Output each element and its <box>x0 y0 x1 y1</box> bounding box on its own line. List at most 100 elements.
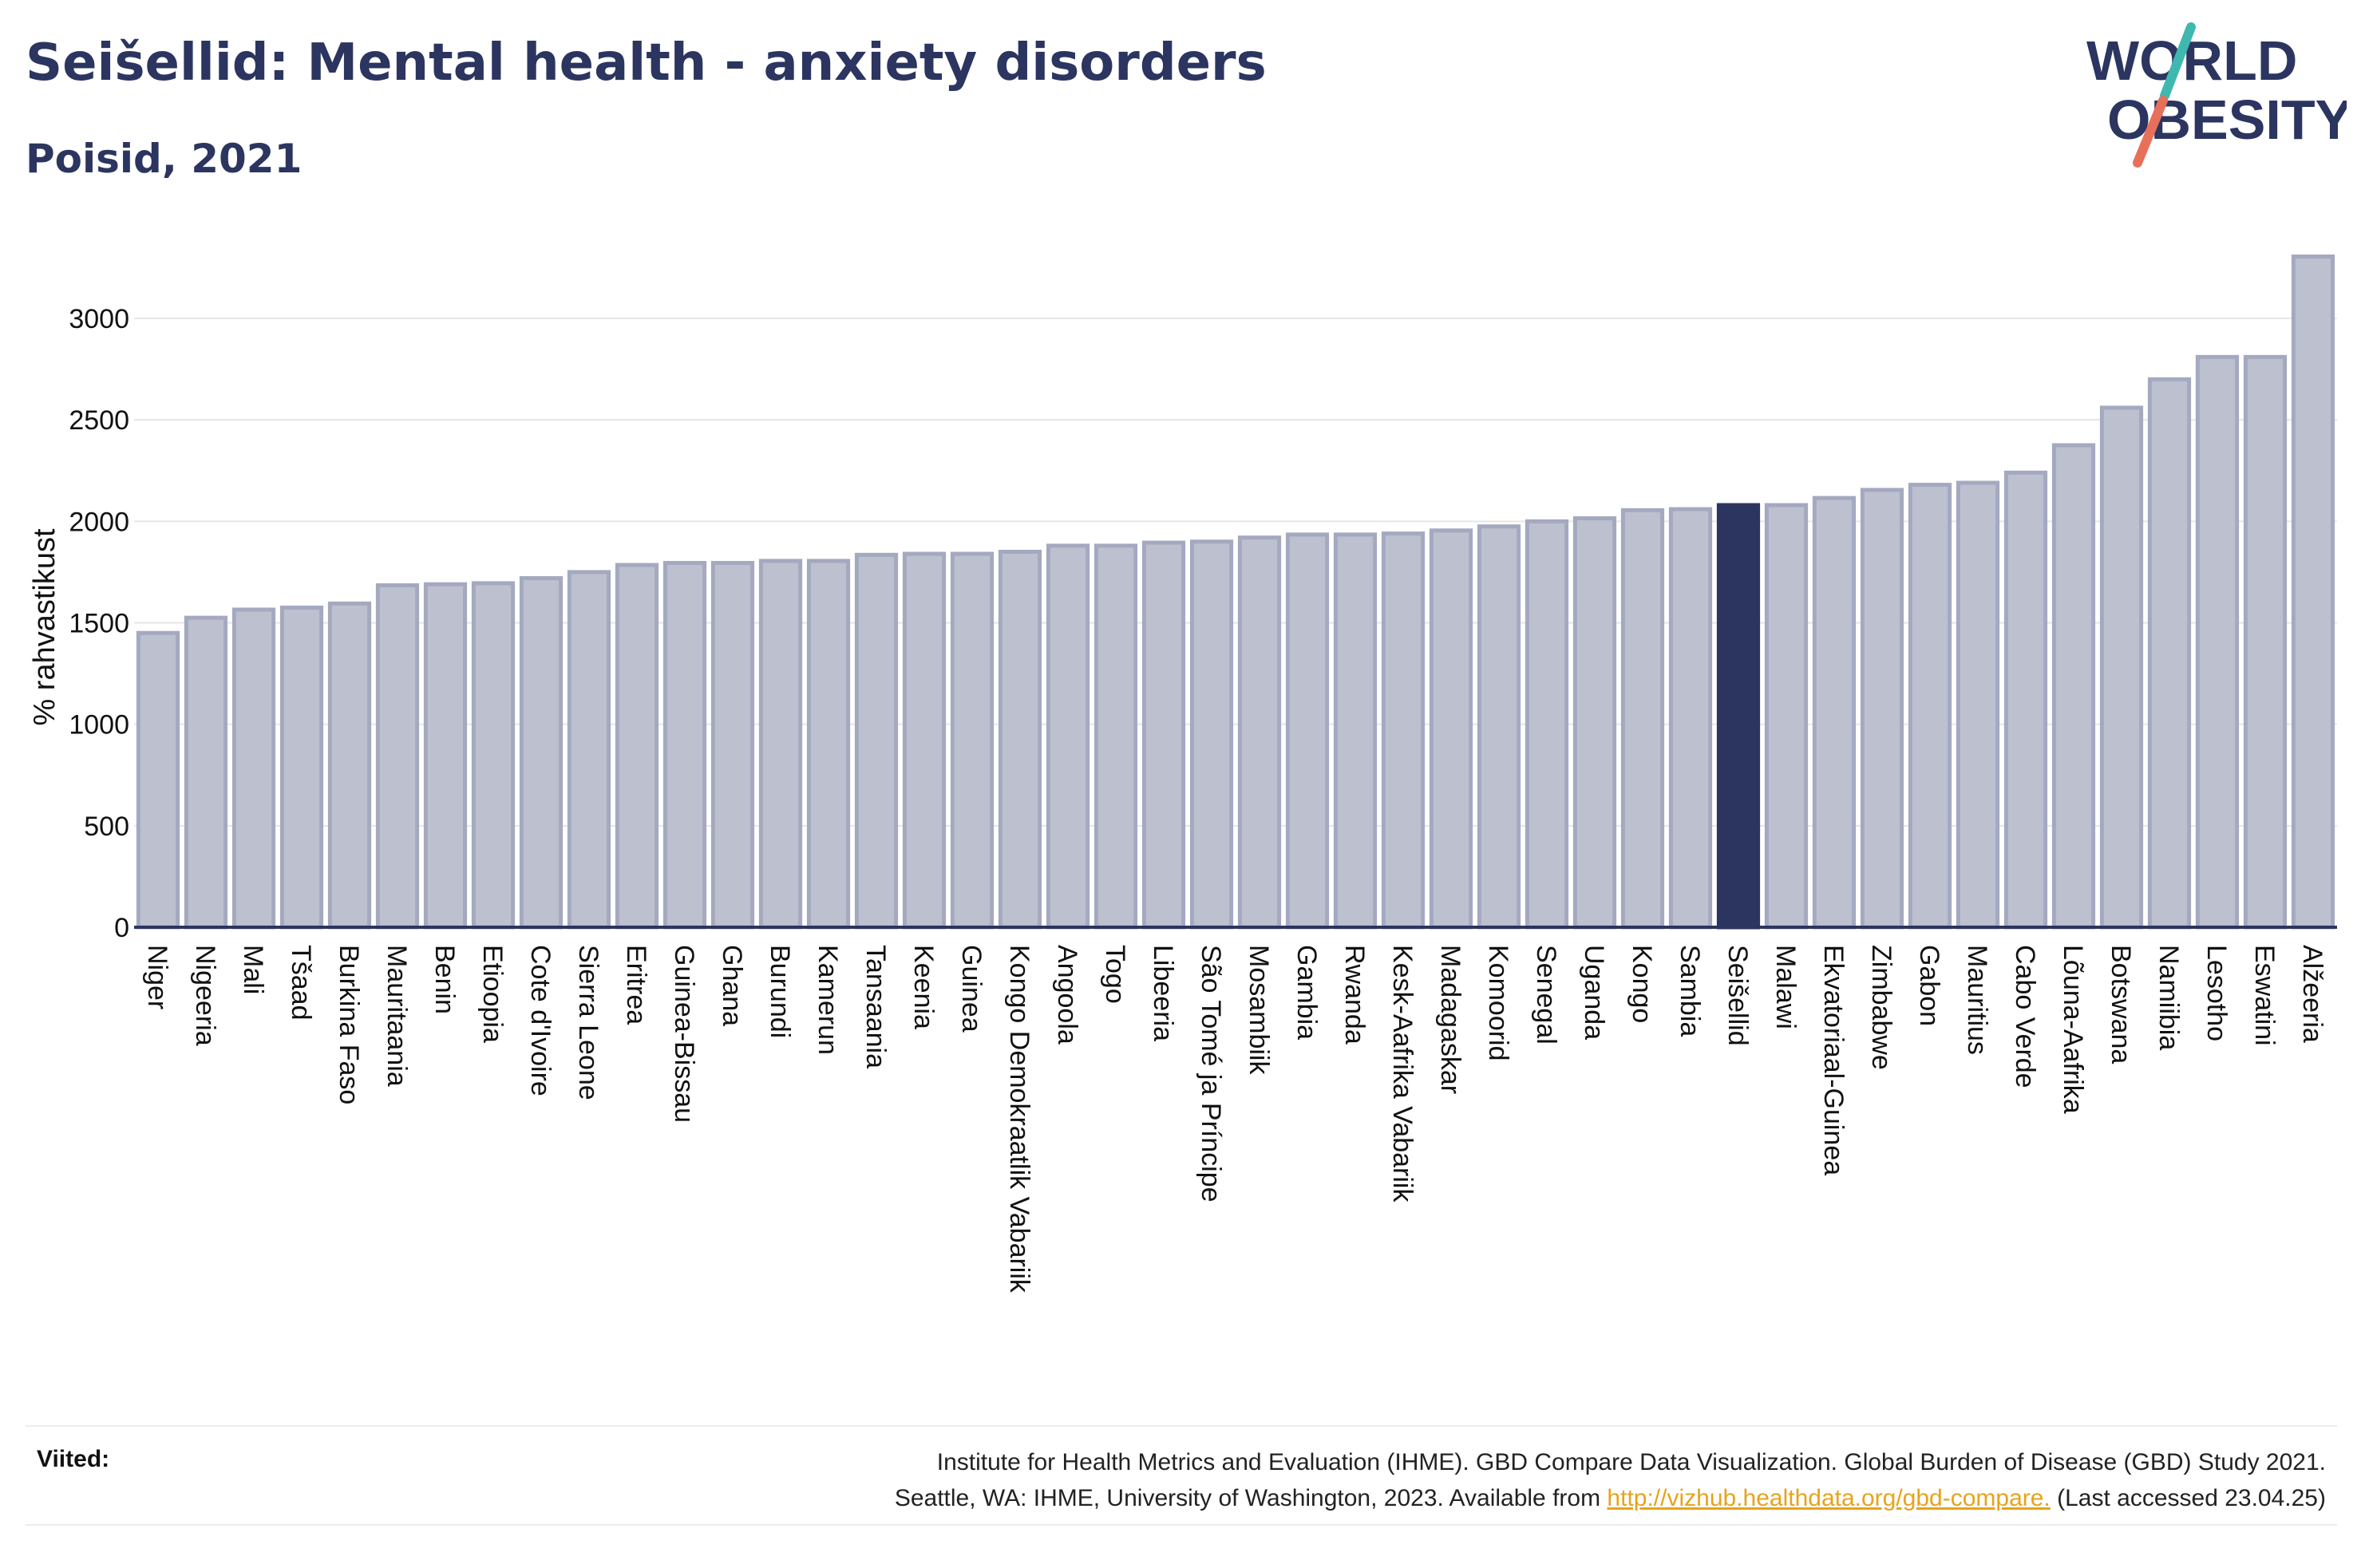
bar <box>998 549 1042 930</box>
bar <box>1525 519 1569 930</box>
x-tick-label: Togo <box>1100 945 1130 1004</box>
x-tick-label: Senegal <box>1531 945 1561 1045</box>
bar <box>1477 524 1521 930</box>
bar <box>2051 443 2096 930</box>
bar <box>375 583 420 930</box>
x-tick-label: Nigeeria <box>190 945 220 1046</box>
bar <box>2195 354 2240 930</box>
x-tick-label: Etioopia <box>477 945 508 1043</box>
sources-line-2-prefix: Seattle, WA: IHME, University of Washing… <box>894 1485 1608 1511</box>
footer-divider-bottom <box>26 1524 2337 1526</box>
bar <box>567 570 611 930</box>
bar <box>1141 540 1186 930</box>
x-tick-label: Kamerun <box>813 945 843 1055</box>
x-tick-label: Mosambiik <box>1244 945 1274 1075</box>
bar <box>184 615 228 930</box>
bar <box>902 551 947 930</box>
x-tick-label: Guinea <box>956 945 987 1033</box>
x-tick-label: Gabon <box>1914 945 1944 1026</box>
sources-line-2: Seattle, WA: IHME, University of Washing… <box>570 1480 2326 1516</box>
sources-text: Institute for Health Metrics and Evaluat… <box>570 1444 2326 1516</box>
x-tick-label: Libeeria <box>1148 945 1178 1041</box>
x-tick-label: Keenia <box>908 945 939 1029</box>
bar <box>231 607 276 930</box>
x-tick-label: Botswana <box>2106 945 2136 1064</box>
bar <box>423 582 468 930</box>
world-obesity-logo: WORLD OBESITY <box>2086 22 2347 168</box>
y-tick-label: 500 <box>84 812 129 842</box>
bar <box>854 552 899 930</box>
x-tick-label: Mauritaania <box>382 945 412 1087</box>
chart-subtitle: Poisid, 2021 <box>26 136 303 182</box>
bar <box>471 581 516 930</box>
x-tick-label: Uganda <box>1579 945 1609 1040</box>
bar <box>1620 508 1665 930</box>
bar <box>615 563 659 930</box>
bar <box>1046 543 1090 930</box>
bar <box>1812 496 1857 930</box>
bar <box>1285 532 1330 930</box>
logo-slash-top <box>2160 22 2196 101</box>
y-tick-label: 1000 <box>69 710 129 741</box>
x-tick-label: Lõuna-Aafrika <box>2058 945 2088 1114</box>
x-tick-label: Komoorid <box>1483 945 1513 1061</box>
bar <box>519 576 564 930</box>
x-tick-label: Tšaad <box>286 945 316 1021</box>
y-tick-label: 2000 <box>69 507 129 537</box>
sources-label: Viited: <box>37 1446 110 1472</box>
bar <box>2003 470 2048 930</box>
bar <box>950 551 995 930</box>
logo-slash-bottom <box>2133 96 2168 168</box>
x-tick-label: Burundi <box>765 945 795 1038</box>
x-tick-label: Benin <box>429 945 460 1014</box>
bar <box>1237 535 1282 930</box>
sources-line-2-suffix: (Last accessed 23.04.25) <box>2050 1485 2326 1511</box>
x-tick-label: Alžeeria <box>2297 945 2327 1043</box>
x-tick-label: Guinea-Bissau <box>669 945 699 1123</box>
x-tick-label: Kongo Demokraatlik Vabariik <box>1004 945 1034 1294</box>
chart-title: Seišellid: Mental health - anxiety disor… <box>26 34 1267 93</box>
bar <box>1189 539 1234 930</box>
x-tick-label: Lesotho <box>2201 945 2232 1041</box>
x-tick-label: Eswatini <box>2249 945 2280 1046</box>
sources-line-1: Institute for Health Metrics and Evaluat… <box>936 1449 2326 1475</box>
bar <box>279 605 324 930</box>
bar <box>1429 528 1473 930</box>
bar <box>1381 531 1426 930</box>
bar <box>2147 377 2192 930</box>
bar <box>2291 254 2335 930</box>
y-tick-label: 2500 <box>69 405 129 436</box>
sources-link[interactable]: http://vizhub.healthdata.org/gbd-compare… <box>1607 1485 2051 1511</box>
bar <box>710 560 755 930</box>
x-tick-label: Ghana <box>717 945 747 1026</box>
x-tick-label: Malawi <box>1770 945 1801 1029</box>
x-tick-label: Eritrea <box>621 945 651 1025</box>
x-tick-label: Sambia <box>1675 945 1705 1037</box>
x-tick-label: São Tomé ja Príncipe <box>1196 945 1226 1203</box>
y-tick-label: 0 <box>114 913 129 943</box>
x-tick-label: Cote d'Ivoire <box>525 945 556 1096</box>
bar <box>327 601 372 930</box>
x-tick-label: Angoola <box>1052 945 1082 1045</box>
bar <box>1764 503 1809 930</box>
x-tick-label: Cabo Verde <box>2010 945 2040 1088</box>
x-tick-label: Gambia <box>1291 945 1322 1040</box>
bar <box>1956 480 2000 930</box>
x-tick-label: Niger <box>142 945 172 1009</box>
bar <box>1860 488 1904 930</box>
y-tick-label: 1500 <box>69 609 129 639</box>
y-axis-label: % rahvastikust <box>28 528 61 726</box>
bar <box>1668 507 1713 930</box>
x-tick-label: Tansaania <box>860 945 891 1068</box>
bar <box>1908 483 1952 930</box>
bar <box>758 559 803 930</box>
bar <box>2099 405 2144 930</box>
x-tick-label: Sierra Leone <box>573 945 603 1100</box>
bar <box>662 560 707 930</box>
bar <box>1572 516 1617 930</box>
bar <box>136 630 180 930</box>
x-tick-label: Rwanda <box>1339 945 1370 1045</box>
bar <box>806 559 851 930</box>
x-tick-label: Madagaskar <box>1435 945 1465 1094</box>
